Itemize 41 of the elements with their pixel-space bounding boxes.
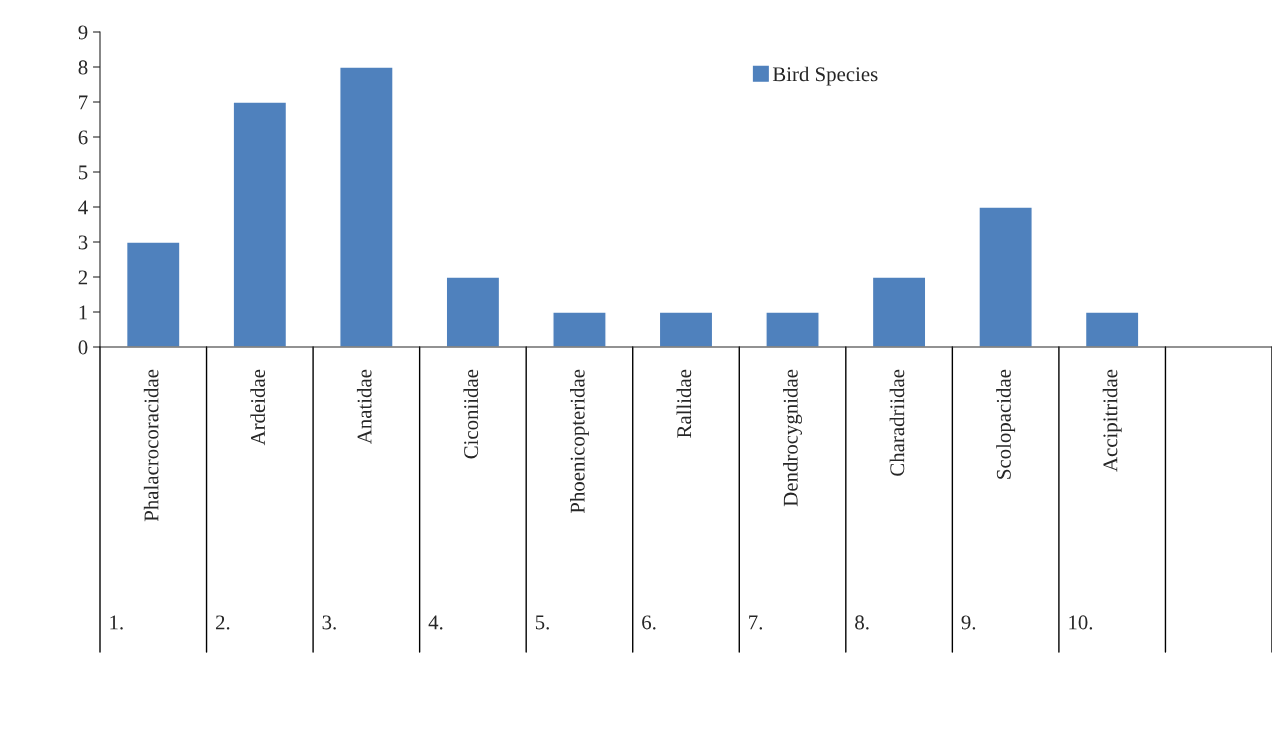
- x-tick-label: Phalacrocoracidae: [143, 369, 159, 522]
- x-tick-label: Dendrocygnidae: [783, 369, 803, 507]
- y-tick-label: 2: [78, 270, 88, 285]
- y-tick-label: 7: [79, 95, 88, 110]
- y-tick-label: 8: [78, 60, 88, 75]
- text: 10.: [1069, 615, 1093, 630]
- text: 5.: [535, 615, 549, 630]
- x-tick-label: Accipitridae: [1102, 369, 1122, 472]
- x-tick-label: Charadriidae: [889, 369, 905, 476]
- bar: [232, 101, 288, 347]
- x-tick-label: Ciconiidae: [463, 369, 479, 459]
- legend-label: Bird Species: [772, 66, 878, 86]
- x-tick-label: Ardeidae: [250, 369, 266, 446]
- x-tick-label: Scolopacidae: [996, 369, 1016, 479]
- y-tick-label: 6: [78, 130, 88, 145]
- bar: [125, 241, 181, 347]
- y-tick-label: 5: [78, 165, 88, 180]
- text: 1.: [110, 615, 123, 630]
- x-tick-label: Anatidae: [356, 369, 372, 445]
- bar: [765, 311, 820, 347]
- bar: [552, 311, 607, 347]
- bar: [978, 206, 1033, 347]
- y-tick-label: 1: [79, 305, 87, 320]
- text: 9.: [961, 615, 976, 630]
- x-tick-label: Phoenicopteridae: [570, 369, 589, 514]
- text: 3.: [322, 615, 336, 630]
- text: 4.: [428, 615, 443, 630]
- bar: [1084, 311, 1140, 347]
- text: 7.: [749, 615, 763, 630]
- text: 8.: [855, 615, 869, 630]
- y-tick-label: 4: [78, 200, 88, 215]
- x-tick-label: Rallidae: [676, 369, 692, 438]
- text: 6.: [642, 615, 656, 630]
- y-tick-label: 9: [78, 25, 88, 40]
- y-tick-label: 3: [78, 235, 88, 250]
- bar: [871, 276, 927, 347]
- y-tick-label: 0: [78, 340, 88, 355]
- bar: [658, 311, 714, 347]
- text: 2.: [215, 615, 230, 630]
- bar: [445, 276, 501, 347]
- bar: [339, 66, 394, 347]
